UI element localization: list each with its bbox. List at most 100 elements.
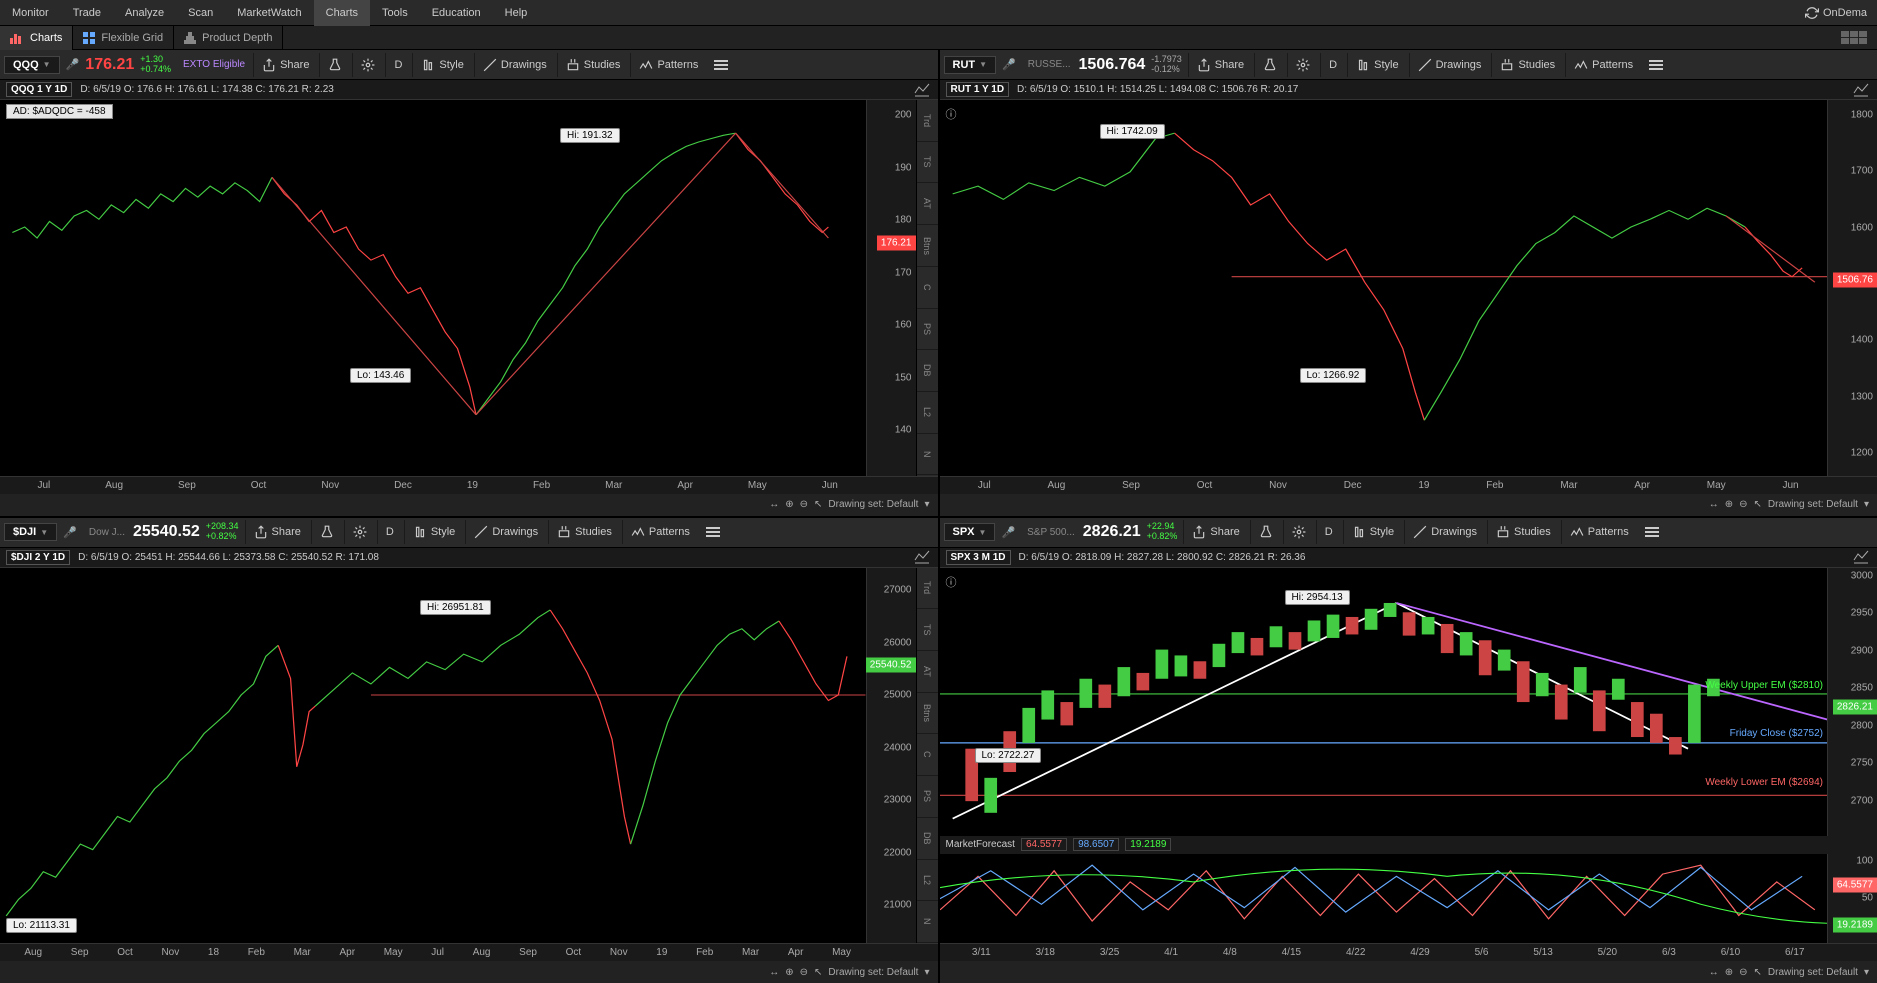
interval-button[interactable]: D xyxy=(1316,520,1341,544)
drawings-button[interactable]: Drawings xyxy=(1409,53,1490,77)
subtab-flexgrid[interactable]: Flexible Grid xyxy=(73,26,174,50)
side-tab-n[interactable]: N xyxy=(917,901,938,943)
side-tab-trd[interactable]: Trd xyxy=(917,568,938,610)
chevron-down-icon[interactable]: ▾ xyxy=(924,967,929,978)
drawing-set-label[interactable]: Drawing set: Default xyxy=(1768,499,1858,510)
menu-charts[interactable]: Charts xyxy=(314,0,370,26)
chart-canvas[interactable]: Hi: 26951.81 Lo: 21113.31 xyxy=(0,568,866,944)
study-toggle-icon[interactable] xyxy=(1851,81,1871,99)
patterns-button[interactable]: Patterns xyxy=(1561,520,1637,544)
side-tab-n[interactable]: N xyxy=(917,434,938,476)
chevron-down-icon[interactable]: ▾ xyxy=(1864,967,1869,978)
side-tab-ts[interactable]: TS xyxy=(917,609,938,651)
info-icon[interactable]: ⓘ xyxy=(946,106,957,122)
cursor-icon[interactable]: ↖ xyxy=(1754,499,1762,510)
refresh-icon[interactable] xyxy=(1805,6,1819,20)
share-button[interactable]: Share xyxy=(1183,520,1247,544)
flask-button[interactable] xyxy=(311,520,342,544)
interval-button[interactable]: D xyxy=(377,520,402,544)
flask-button[interactable] xyxy=(319,53,350,77)
gear-button[interactable] xyxy=(1283,520,1314,544)
mic-icon[interactable]: 🎤 xyxy=(998,58,1020,71)
subtab-depth[interactable]: Product Depth xyxy=(174,26,283,50)
menu-monitor[interactable]: Monitor xyxy=(0,0,61,26)
side-tab-ps[interactable]: PS xyxy=(917,776,938,818)
patterns-button[interactable]: Patterns xyxy=(622,520,698,544)
flask-button[interactable] xyxy=(1250,520,1281,544)
chevron-down-icon[interactable]: ▾ xyxy=(924,499,929,510)
style-button[interactable]: Style xyxy=(1347,53,1406,77)
share-button[interactable]: Share xyxy=(1188,53,1252,77)
style-button[interactable]: Style xyxy=(1343,520,1402,544)
side-tab-trd[interactable]: Trd xyxy=(917,100,938,142)
zoom-out-icon[interactable]: ⊖ xyxy=(800,499,808,510)
gear-button[interactable] xyxy=(352,53,383,77)
pan-icon[interactable]: ↔ xyxy=(769,499,779,510)
studies-button[interactable]: Studies xyxy=(557,53,629,77)
drawings-button[interactable]: Drawings xyxy=(474,53,555,77)
side-tab-ps[interactable]: PS xyxy=(917,309,938,351)
symbol-input[interactable]: QQQ▼ xyxy=(4,56,60,74)
menu-analyze[interactable]: Analyze xyxy=(113,0,176,26)
indicator-canvas[interactable] xyxy=(940,854,1828,943)
hamburger-icon[interactable] xyxy=(1639,527,1665,537)
mic-icon[interactable]: 🎤 xyxy=(62,58,84,71)
drawing-set-label[interactable]: Drawing set: Default xyxy=(1768,967,1858,978)
cursor-icon[interactable]: ↖ xyxy=(1754,967,1762,978)
zoom-in-icon[interactable]: ⊕ xyxy=(785,967,793,978)
menu-help[interactable]: Help xyxy=(493,0,540,26)
layout-picker[interactable] xyxy=(1841,31,1877,44)
hamburger-icon[interactable] xyxy=(700,527,726,537)
menu-tools[interactable]: Tools xyxy=(370,0,420,26)
side-tab-btns[interactable]: Btns xyxy=(917,225,938,267)
cursor-icon[interactable]: ↖ xyxy=(814,967,822,978)
symbol-input[interactable]: SPX▼ xyxy=(944,523,996,541)
drawing-set-label[interactable]: Drawing set: Default xyxy=(828,499,918,510)
info-icon[interactable]: ⓘ xyxy=(946,574,957,590)
side-tab-ts[interactable]: TS xyxy=(917,142,938,184)
interval-button[interactable]: D xyxy=(1320,53,1345,77)
side-tab-c[interactable]: C xyxy=(917,734,938,776)
pan-icon[interactable]: ↔ xyxy=(1709,967,1719,978)
patterns-button[interactable]: Patterns xyxy=(630,53,706,77)
studies-button[interactable]: Studies xyxy=(1491,53,1563,77)
mic-icon[interactable]: 🎤 xyxy=(59,526,81,539)
chevron-down-icon[interactable]: ▾ xyxy=(1864,499,1869,510)
menu-education[interactable]: Education xyxy=(420,0,493,26)
menu-scan[interactable]: Scan xyxy=(176,0,225,26)
side-tab-db[interactable]: DB xyxy=(917,350,938,392)
side-tab-db[interactable]: DB xyxy=(917,818,938,860)
drawings-button[interactable]: Drawings xyxy=(1404,520,1485,544)
studies-button[interactable]: Studies xyxy=(1487,520,1559,544)
style-button[interactable]: Style xyxy=(412,53,471,77)
zoom-out-icon[interactable]: ⊖ xyxy=(1739,967,1747,978)
zoom-out-icon[interactable]: ⊖ xyxy=(800,967,808,978)
cursor-icon[interactable]: ↖ xyxy=(814,499,822,510)
side-tab-at[interactable]: AT xyxy=(917,651,938,693)
side-tab-l2[interactable]: L2 xyxy=(917,860,938,902)
zoom-in-icon[interactable]: ⊕ xyxy=(785,499,793,510)
hamburger-icon[interactable] xyxy=(708,60,734,70)
gear-button[interactable] xyxy=(344,520,375,544)
flask-button[interactable] xyxy=(1254,53,1285,77)
side-tab-l2[interactable]: L2 xyxy=(917,392,938,434)
side-tab-btns[interactable]: Btns xyxy=(917,693,938,735)
interval-button[interactable]: D xyxy=(385,53,410,77)
share-button[interactable]: Share xyxy=(245,520,309,544)
zoom-out-icon[interactable]: ⊖ xyxy=(1739,499,1747,510)
symbol-input[interactable]: $DJI▼ xyxy=(4,523,57,541)
subtab-charts[interactable]: Charts xyxy=(0,26,73,50)
share-button[interactable]: Share xyxy=(253,53,317,77)
drawings-button[interactable]: Drawings xyxy=(465,520,546,544)
pan-icon[interactable]: ↔ xyxy=(1709,499,1719,510)
ondemand-label[interactable]: OnDema xyxy=(1823,7,1867,19)
zoom-in-icon[interactable]: ⊕ xyxy=(1725,967,1733,978)
zoom-in-icon[interactable]: ⊕ xyxy=(1725,499,1733,510)
study-toggle-icon[interactable] xyxy=(912,548,932,566)
pan-icon[interactable]: ↔ xyxy=(769,967,779,978)
hamburger-icon[interactable] xyxy=(1643,60,1669,70)
symbol-input[interactable]: RUT▼ xyxy=(944,56,997,74)
menu-trade[interactable]: Trade xyxy=(61,0,113,26)
chart-canvas[interactable]: ⓘ Hi: 1742.0 xyxy=(940,100,1828,476)
drawing-set-label[interactable]: Drawing set: Default xyxy=(828,967,918,978)
